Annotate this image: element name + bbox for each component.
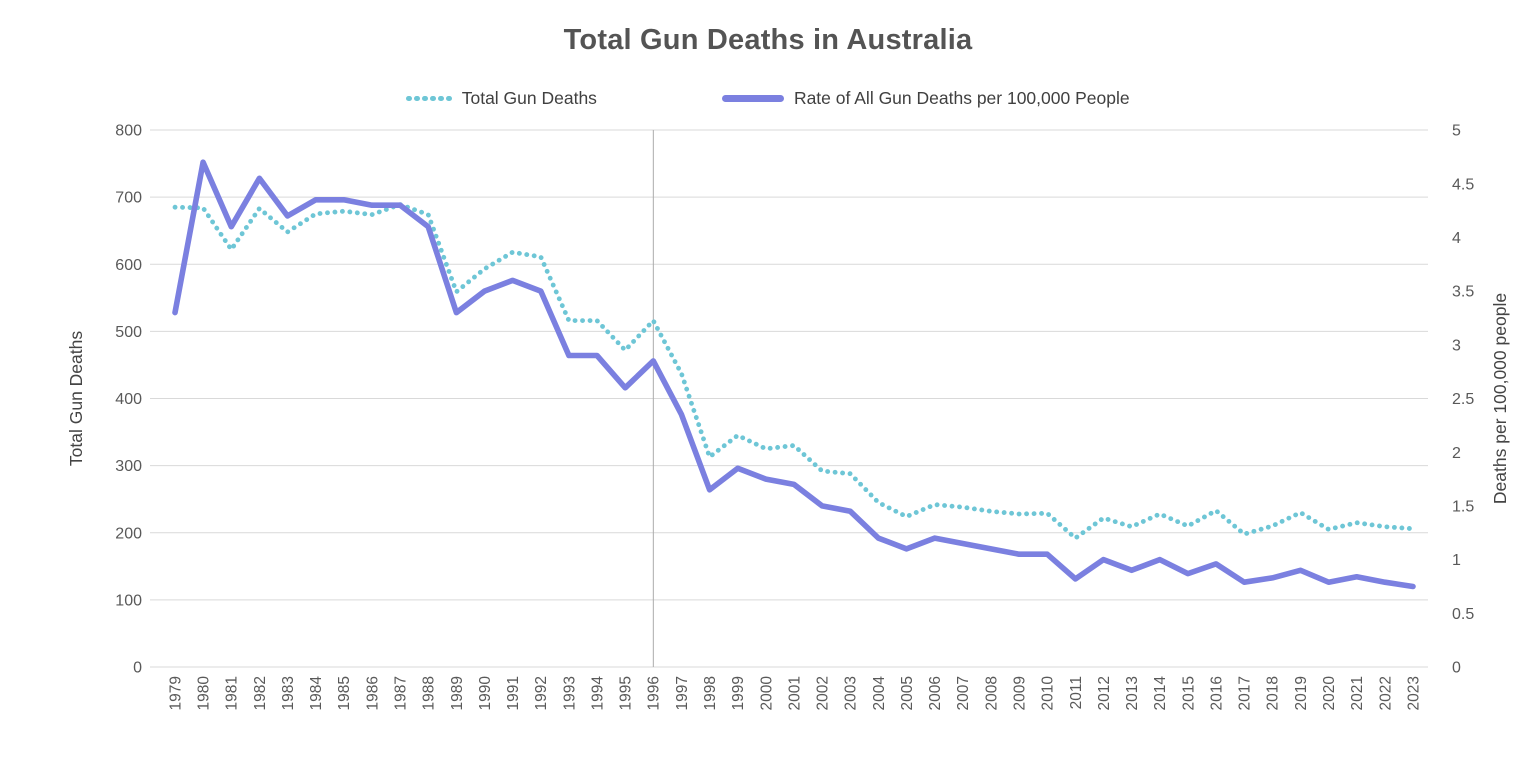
legend-item-rate: Rate of All Gun Deaths per 100,000 Peopl… (721, 88, 1130, 109)
x-axis-tick-label: 1992 (533, 676, 550, 710)
right-axis-tick-label: 4 (1452, 230, 1461, 247)
x-axis-tick-label: 2023 (1405, 676, 1422, 710)
x-axis-tick-label: 2003 (843, 676, 860, 710)
right-axis-title: Deaths per 100,000 people (1490, 293, 1510, 504)
x-axis-tick-label: 1982 (252, 676, 269, 710)
x-axis-tick-label: 2000 (758, 676, 775, 711)
right-axis-tick-label: 3.5 (1452, 284, 1474, 301)
x-axis-tick-label: 1997 (674, 676, 691, 710)
x-axis-tick-label: 1979 (167, 676, 184, 710)
x-axis-tick-label: 2014 (1152, 676, 1169, 711)
x-axis-tick-label: 2015 (1180, 676, 1197, 710)
right-axis-tick-label: 4.5 (1452, 176, 1474, 193)
right-axis-tick-label: 3 (1452, 337, 1461, 354)
x-axis-tick-label: 1980 (196, 676, 213, 711)
x-axis-tick-label: 2009 (1012, 676, 1029, 710)
right-axis-tick-label: 1 (1452, 552, 1461, 569)
x-axis-tick-label: 1988 (421, 676, 438, 710)
left-axis-tick-label: 300 (115, 458, 142, 475)
x-axis-tick-label: 2012 (1096, 676, 1113, 710)
x-axis-tick-label: 2019 (1293, 676, 1310, 710)
x-axis-tick-label: 2016 (1208, 676, 1225, 710)
left-axis-tick-label: 500 (115, 324, 142, 341)
x-axis-tick-label: 1999 (730, 676, 747, 710)
right-axis-tick-label: 5 (1452, 123, 1461, 140)
x-axis-tick-label: 1984 (308, 676, 325, 711)
left-axis-tick-label: 800 (115, 123, 142, 140)
right-axis-tick-label: 0 (1452, 660, 1461, 677)
left-axis-tick-label: 700 (115, 190, 142, 207)
x-axis-tick-label: 2008 (983, 676, 1000, 710)
x-axis-tick-label: 1994 (589, 676, 606, 711)
x-axis-tick-label: 1985 (336, 676, 353, 710)
x-axis-tick-label: 2001 (786, 676, 803, 710)
left-axis-tick-label: 200 (115, 525, 142, 542)
x-axis-tick-label: 1986 (364, 676, 381, 710)
x-axis-tick-label: 2020 (1321, 676, 1338, 711)
x-axis-tick-label: 2010 (1040, 676, 1057, 711)
x-axis-tick-label: 1990 (477, 676, 494, 711)
left-axis-title: Total Gun Deaths (66, 331, 86, 466)
x-axis-tick-label: 2002 (815, 676, 832, 710)
x-axis-tick-label: 2004 (871, 676, 888, 711)
series-rate-per-100k (172, 159, 1416, 590)
x-axis-tick-label: 2013 (1124, 676, 1141, 710)
x-axis-tick-label: 1991 (505, 676, 522, 710)
chart-title: Total Gun Deaths in Australia (563, 24, 973, 56)
x-axis-tick-label: 1993 (561, 676, 578, 710)
x-axis-tick-label: 2006 (927, 676, 944, 710)
x-axis-tick-label: 1987 (393, 676, 410, 710)
x-axis-tick-label: 2018 (1265, 676, 1282, 710)
right-axis-tick-label: 2.5 (1452, 391, 1474, 408)
x-axis-tick-label: 2022 (1377, 676, 1394, 710)
x-axis-tick-label: 1996 (646, 676, 663, 710)
dotted-series-swatch (406, 95, 452, 102)
legend-item-total-gun-deaths: Total Gun Deaths (406, 88, 597, 109)
x-axis-tick-label: 1998 (702, 676, 719, 710)
left-axis-tick-label: 600 (115, 257, 142, 274)
right-axis-tick-label: 2 (1452, 445, 1461, 462)
x-axis-tick-label: 2005 (899, 676, 916, 710)
series-total-gun-deaths (172, 202, 1416, 541)
legend-label-rate: Rate of All Gun Deaths per 100,000 Peopl… (793, 88, 1130, 108)
left-axis-tick-label: 0 (133, 660, 142, 677)
x-axis-tick-label: 2021 (1349, 676, 1366, 710)
x-axis-tick-label: 1995 (618, 676, 635, 710)
left-axis-tick-label: 400 (115, 391, 142, 408)
x-axis-tick-label: 2017 (1237, 676, 1254, 710)
right-axis-tick-label: 0.5 (1452, 606, 1474, 623)
x-axis-tick-label: 2007 (955, 676, 972, 710)
legend: Total Gun Deaths Rate of All Gun Deaths … (0, 88, 1536, 109)
x-axis-tick-label: 1981 (224, 676, 241, 710)
right-axis-tick-label: 1.5 (1452, 499, 1474, 516)
left-axis-tick-label: 100 (115, 592, 142, 609)
legend-label-total-gun-deaths: Total Gun Deaths (461, 88, 597, 108)
x-axis-tick-label: 2011 (1068, 676, 1085, 709)
x-axis-tick-label: 1989 (449, 676, 466, 710)
solid-series-swatch (721, 95, 784, 102)
x-axis-tick-label: 1983 (280, 676, 297, 710)
